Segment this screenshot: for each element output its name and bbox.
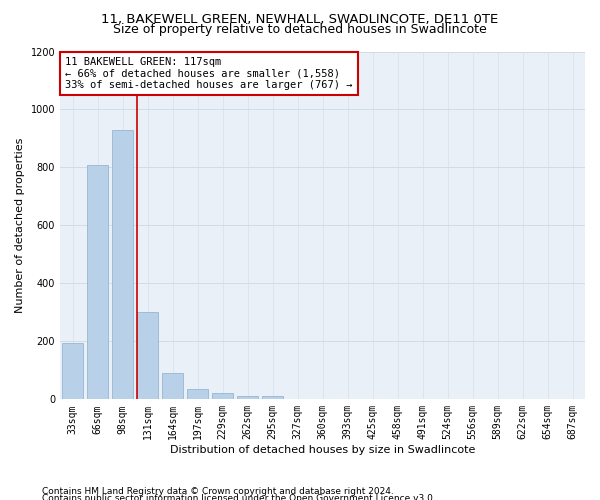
Text: 11, BAKEWELL GREEN, NEWHALL, SWADLINCOTE, DE11 0TE: 11, BAKEWELL GREEN, NEWHALL, SWADLINCOTE… xyxy=(101,12,499,26)
Bar xyxy=(137,312,158,400)
Bar xyxy=(262,396,283,400)
Text: Size of property relative to detached houses in Swadlincote: Size of property relative to detached ho… xyxy=(113,22,487,36)
Bar xyxy=(212,393,233,400)
Text: 11 BAKEWELL GREEN: 117sqm
← 66% of detached houses are smaller (1,558)
33% of se: 11 BAKEWELL GREEN: 117sqm ← 66% of detac… xyxy=(65,56,353,90)
Bar xyxy=(87,164,108,400)
Bar xyxy=(62,343,83,400)
Text: Contains public sector information licensed under the Open Government Licence v3: Contains public sector information licen… xyxy=(42,494,436,500)
Bar xyxy=(187,388,208,400)
X-axis label: Distribution of detached houses by size in Swadlincote: Distribution of detached houses by size … xyxy=(170,445,475,455)
Text: Contains HM Land Registry data © Crown copyright and database right 2024.: Contains HM Land Registry data © Crown c… xyxy=(42,488,394,496)
Bar xyxy=(162,373,183,400)
Bar xyxy=(237,396,258,400)
Bar xyxy=(112,130,133,400)
Y-axis label: Number of detached properties: Number of detached properties xyxy=(15,138,25,313)
